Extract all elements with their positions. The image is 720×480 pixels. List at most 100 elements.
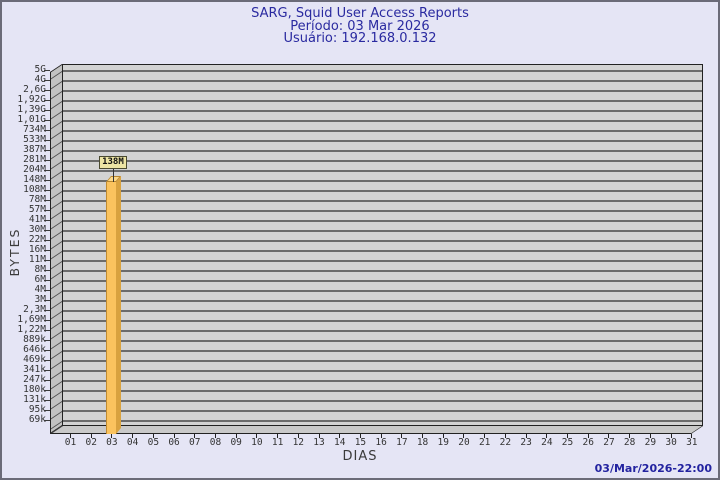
- annotation-stem: [112, 169, 114, 182]
- y-tick-label: 131k: [23, 394, 46, 405]
- grid-line: [63, 310, 702, 312]
- x-tick-mark: [359, 434, 361, 438]
- y-tick-mark: [44, 119, 50, 121]
- grid-line: [63, 340, 702, 342]
- y-tick-label: 387M: [23, 144, 46, 155]
- y-tick-mark: [44, 299, 50, 301]
- y-tick-mark: [44, 209, 50, 211]
- x-tick-label: 21: [478, 437, 491, 448]
- y-tick-label: 41M: [28, 214, 46, 225]
- x-tick-mark: [608, 434, 610, 438]
- x-tick-mark: [442, 434, 444, 438]
- x-tick-mark: [587, 434, 589, 438]
- grid-line: [63, 350, 702, 352]
- x-tick-label: 09: [230, 437, 242, 448]
- grid-line: [63, 280, 702, 282]
- x-tick-mark: [567, 434, 569, 438]
- x-tick-mark: [90, 434, 92, 438]
- y-tick-mark: [44, 109, 50, 111]
- x-tick-label: 01: [64, 437, 77, 448]
- y-tick-label: 78M: [28, 194, 46, 205]
- grid-line: [63, 220, 702, 222]
- y-tick-label: 247k: [23, 374, 46, 385]
- y-tick-label: 1,39G: [17, 104, 46, 115]
- grid-line: [63, 200, 702, 202]
- x-tick-label: 04: [126, 437, 139, 448]
- y-tick-mark: [44, 409, 50, 411]
- y-tick-mark: [44, 99, 50, 101]
- grid-line: [63, 260, 702, 262]
- grid-line: [63, 320, 702, 322]
- x-tick-mark: [111, 434, 113, 438]
- x-tick-mark: [194, 434, 196, 438]
- y-tick-mark: [44, 139, 50, 141]
- x-tick-label: 23: [520, 437, 532, 448]
- x-tick-label: 31: [686, 437, 698, 448]
- y-tick-label: 95k: [28, 404, 46, 415]
- grid-line: [63, 170, 702, 172]
- report-user: Usuário: 192.168.0.132: [283, 31, 437, 46]
- x-tick-mark: [670, 434, 672, 438]
- x-tick-mark: [691, 434, 693, 438]
- x-tick-label: 26: [582, 437, 594, 448]
- grid-line: [63, 240, 702, 242]
- report-header: SARG, Squid User Access Reports Período:…: [2, 7, 718, 46]
- y-tick-label: 5G: [34, 64, 46, 75]
- grid-line: [63, 120, 702, 122]
- x-tick-mark: [463, 434, 465, 438]
- y-tick-mark: [44, 159, 50, 161]
- y-tick-label: 1,92G: [17, 94, 46, 105]
- y-tick-mark: [44, 229, 50, 231]
- x-tick-label: 14: [333, 437, 346, 448]
- y-tick-mark: [44, 259, 50, 261]
- x-tick-mark: [422, 434, 424, 438]
- x-tick-mark: [504, 434, 506, 438]
- x-tick-mark: [401, 434, 403, 438]
- y-tick-label: 469k: [23, 354, 46, 365]
- x-tick-mark: [380, 434, 382, 438]
- x-tick-label: 11: [271, 437, 284, 448]
- x-tick-label: 06: [168, 437, 180, 448]
- grid-line: [63, 110, 702, 112]
- x-tick-mark: [649, 434, 651, 438]
- y-tick-mark: [44, 319, 50, 321]
- grid-line: [63, 150, 702, 152]
- grid-line: [63, 390, 702, 392]
- grid-line: [63, 70, 702, 72]
- x-tick-label: 22: [499, 437, 512, 448]
- y-tick-label: 204M: [23, 164, 46, 175]
- y-tick-label: 4M: [34, 284, 46, 295]
- x-tick-mark: [214, 434, 216, 438]
- y-tick-mark: [44, 309, 50, 311]
- report-period: Período: 03 Mar 2026: [290, 18, 430, 34]
- x-tick-label: 18: [416, 437, 429, 448]
- x-tick-mark: [256, 434, 258, 438]
- y-tick-mark: [44, 129, 50, 131]
- y-tick-mark: [44, 89, 50, 91]
- grid-line: [63, 370, 702, 372]
- x-tick-label: 24: [541, 437, 553, 448]
- x-tick-mark: [484, 434, 486, 438]
- report-timestamp: 03/Mar/2026-22:00: [594, 462, 712, 475]
- y-tick-label: 11M: [28, 254, 46, 265]
- y-tick-label: 1,22M: [17, 324, 46, 335]
- y-tick-label: 3M: [34, 294, 46, 305]
- y-tick-label: 180k: [23, 384, 46, 395]
- x-tick-label: 07: [189, 437, 201, 448]
- y-tick-label: 22M: [28, 234, 46, 245]
- x-axis-title: DIAS: [342, 449, 378, 464]
- x-tick-label: 17: [396, 437, 408, 448]
- x-tick-mark: [546, 434, 548, 438]
- x-tick-label: 29: [644, 437, 657, 448]
- x-tick-label: 30: [665, 437, 677, 448]
- x-tick-mark: [339, 434, 341, 438]
- grid-line: [63, 230, 702, 232]
- grid-line: [63, 380, 702, 382]
- x-tick-label: 10: [251, 437, 263, 448]
- y-tick-mark: [44, 389, 50, 391]
- x-tick-label: 15: [354, 437, 367, 448]
- y-tick-mark: [44, 69, 50, 71]
- grid-line: [63, 160, 702, 162]
